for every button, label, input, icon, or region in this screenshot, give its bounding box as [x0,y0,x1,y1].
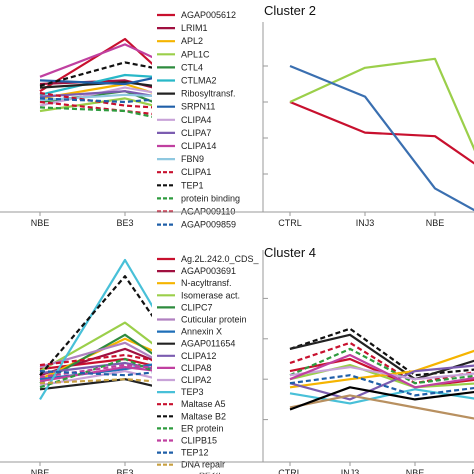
x-tick-label-be3: BE3 [116,468,133,474]
legend-label-protein-binding: protein binding [181,193,240,203]
legend-label-apl2: APL2 [181,36,203,46]
x-tick-label-ctrl: CTRL [278,468,302,474]
series-line-s11 [289,394,474,420]
series-line-clipa1 [39,100,211,122]
chart-panel-tr: CTRL INJ3 NBE BE3 Cluster 2 [0,3,474,228]
series-line-protein-binding [39,106,211,131]
x-tick-label-nbe: NBE [31,218,50,228]
legend-label-agap005612: AGAP005612 [181,10,236,20]
series-line-maltase-b2 [39,275,211,401]
legend-label-dna-repair: DNA repair [181,460,225,470]
series-line-agap009110 [39,91,211,113]
legend-label-lrim1: LRIM1 [181,23,208,33]
legend-label-clipa4: CLIPA4 [181,115,211,125]
legend-label-cuticular-protein: Cuticular protein [181,315,247,325]
panel-title: Cluster 4 [264,245,316,260]
legend-label-ctl4: CTL4 [181,62,203,72]
legend-label-clipa2: CLIPA2 [181,375,211,385]
series-line-s4 [289,347,474,385]
series-line-agap009859 [39,93,211,104]
legend-label-ag-2l-242-0-cds: Ag.2L.242.0_CDS_ [181,254,260,264]
legend-label-annexin-x: Annexin X [181,327,222,337]
legend-label-clipa7: CLIPA7 [181,128,211,138]
legend-label-clipb15: CLIPB15 [181,436,217,446]
charts: NBEBE3BE24AGAP005612LRIM1APL2APL1CCTL4CT… [0,3,474,474]
legend-label-tep12: TEP12 [181,448,209,458]
x-tick-label-ctrl: CTRL [278,218,302,228]
series-line-maltase-a5 [39,353,211,373]
series-line-s9 [289,366,474,381]
x-tick-label-be3: BE3 [471,468,474,474]
legend-label-agap003691: AGAP003691 [181,266,236,276]
legend-label-ctlma2: CTLMA2 [181,76,217,86]
legend-label-er-protein: ER protein [181,423,224,433]
legend-label-n-acyltransf: N-acyltransf. [181,278,232,288]
series-line-dna-repair [39,378,211,387]
series-line-s7 [289,364,474,401]
chart-panel-tl: NBEBE3BE24AGAP005612LRIM1APL2APL1CCTL4CT… [0,7,257,234]
legend-label-agap011654: AGAP011654 [181,339,235,349]
legend-background [152,251,257,473]
x-tick-label-inj3: INJ3 [356,218,375,228]
legend-label-ribosyltransf: Ribosyltransf. [181,89,236,99]
series-line-s6 [289,349,474,389]
x-tick-label-nbe: NBE [426,218,445,228]
x-tick-label-nbe: NBE [31,468,50,474]
chart-panel-bl: NBEBE3BE24Ag.2L.242.0_CDS_AGAP003691N-ac… [0,251,260,474]
series-line-s10 [289,374,474,397]
legend-label-apl1c: APL1C [181,49,210,59]
legend-label-clipc7: CLIPC7 [181,302,213,312]
series-line-s13 [289,353,474,389]
x-tick-label-nbe: NBE [406,468,425,474]
legend-label-isomerase-act: Isomerase act. [181,290,240,300]
legend-label-tep3: TEP3 [181,387,204,397]
legend-label-clipa8: CLIPA8 [181,363,211,373]
legend: AGAP005612 LRIM1 APL2 APL1C CTL4 CTLMA2 Ribosy… [152,7,257,234]
legend: Ag.2L.242.0_CDS_ AGAP003691 N-acyltransf. I… [152,251,260,473]
legend-label-clipa1: CLIPA1 [181,167,211,177]
series-line-er-protein [39,357,211,397]
legend-label-fbn9: FBN9 [181,154,204,164]
legend-label-agap009859: AGAP009859 [181,220,236,230]
series-line-s1 [289,57,474,152]
panel-title: Cluster 2 [264,3,316,18]
chart-panel-br: CTRL INJ3 NBE BE3 Cluster 4 [0,245,474,474]
legend-label-clipa14: CLIPA14 [181,141,216,151]
series-line-tep12 [39,366,211,377]
legend-label-tep1: TEP1 [181,180,204,190]
series-line-s0 [289,100,474,165]
legend-label-maltase-a5: Maltase A5 [181,399,226,409]
x-tick-label-inj3: INJ3 [341,468,360,474]
legend-label-maltase-b2: Maltase B2 [181,411,226,421]
legend-label-srpn11: SRPN11 [181,102,215,112]
series-line-s2 [289,64,474,212]
legend-label-clipa12: CLIPA12 [181,351,216,361]
series-line-s12 [289,386,474,411]
x-tick-label-be3: BE3 [116,218,133,228]
